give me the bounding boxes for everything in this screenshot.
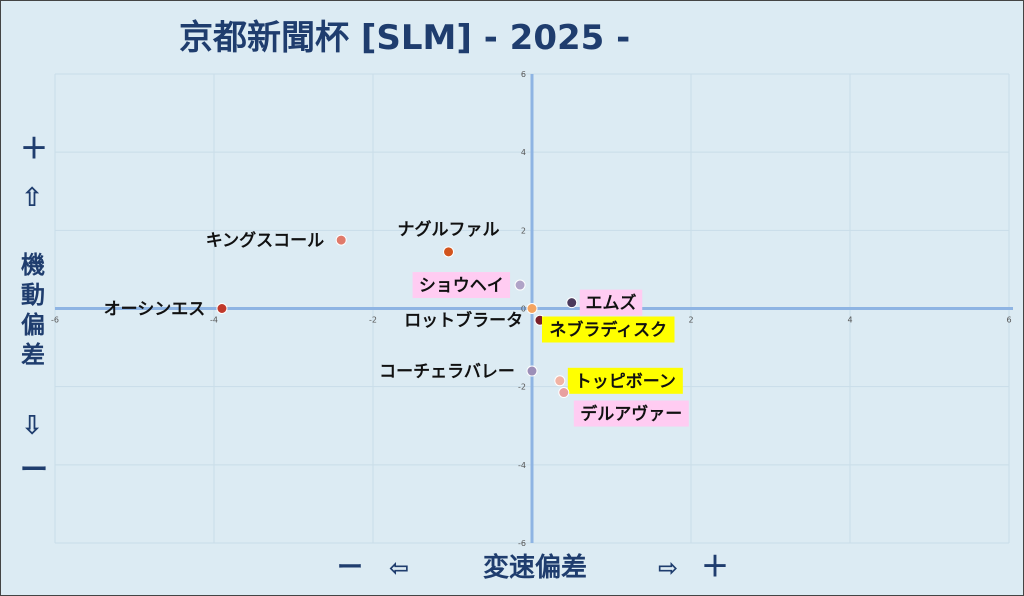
left-arrow-icon: ⇦ (389, 554, 409, 582)
x-tick-label: 4 (847, 316, 852, 325)
y-tick-label: 2 (521, 226, 526, 235)
x-tick-label: -4 (210, 316, 218, 325)
y-axis-label-char-4: 差 (21, 341, 45, 369)
tick-layer: -6 -4 -2 2 4 6 -6 -4 -2 0 2 4 6 (51, 70, 1012, 548)
point-label: コーチェラバレー (379, 362, 515, 382)
data-point (526, 365, 538, 377)
x-axis-label-group: ー ⇦ 変速偏差 ⇨ ＋ (337, 550, 729, 583)
y-axis-label-char-1: 機 (21, 251, 45, 279)
x-tick-label: 6 (1006, 316, 1011, 325)
point-label: ロットブラータ (404, 310, 523, 331)
y-axis-label-group: ＋ ⇧ 機 動 偏 差 ⇩ ー (20, 132, 48, 486)
data-point (443, 246, 455, 258)
y-axis-plus: ＋ (20, 132, 48, 165)
point-label: デルアヴァー (580, 404, 682, 425)
point-label-highlight (573, 400, 689, 427)
data-point (554, 375, 566, 387)
x-axis-label: 変速偏差 (483, 552, 587, 583)
chart-title: 京都新聞杯 [SLM] - 2025 - (179, 18, 630, 58)
data-point (216, 303, 228, 314)
data-point (335, 234, 347, 246)
y-tick-label: -4 (518, 461, 526, 470)
x-axis-minus: ー (337, 553, 363, 583)
right-arrow-icon: ⇨ (658, 554, 678, 582)
y-tick-label: -6 (518, 539, 526, 548)
x-axis-plus: ＋ (701, 550, 729, 583)
point-label: ショウヘイ (419, 276, 504, 296)
y-axis-label-char-3: 偏 (21, 311, 45, 339)
point-label-highlight (579, 289, 643, 316)
down-arrow-icon: ⇩ (21, 411, 43, 441)
point-label: トッピボーン (575, 372, 676, 392)
point-label-highlight (542, 316, 675, 343)
point-label-highlight (412, 272, 511, 299)
point-label: オーシンエス (104, 300, 206, 320)
y-tick-label: 4 (521, 148, 526, 157)
x-tick-label: -6 (51, 316, 59, 325)
data-point (558, 387, 570, 399)
x-tick-label: 2 (688, 316, 693, 325)
data-point (514, 279, 526, 291)
y-axis-label-char-2: 動 (21, 281, 45, 309)
up-arrow-icon: ⇧ (21, 183, 43, 213)
y-tick-label: -2 (518, 383, 526, 392)
point-label: エムズ (586, 293, 637, 314)
point-label-highlight (567, 367, 683, 394)
y-axis-minus: ー (20, 453, 48, 486)
point-label: ネブラディスク (549, 320, 667, 341)
y-tick-label: 6 (521, 70, 526, 79)
data-point (526, 303, 538, 314)
data-point (566, 297, 578, 309)
x-tick-label: -2 (369, 316, 377, 325)
point-label: キングスコール (206, 230, 325, 251)
y-tick-label: 0 (521, 305, 526, 314)
point-label: ナグルファル (398, 219, 500, 240)
